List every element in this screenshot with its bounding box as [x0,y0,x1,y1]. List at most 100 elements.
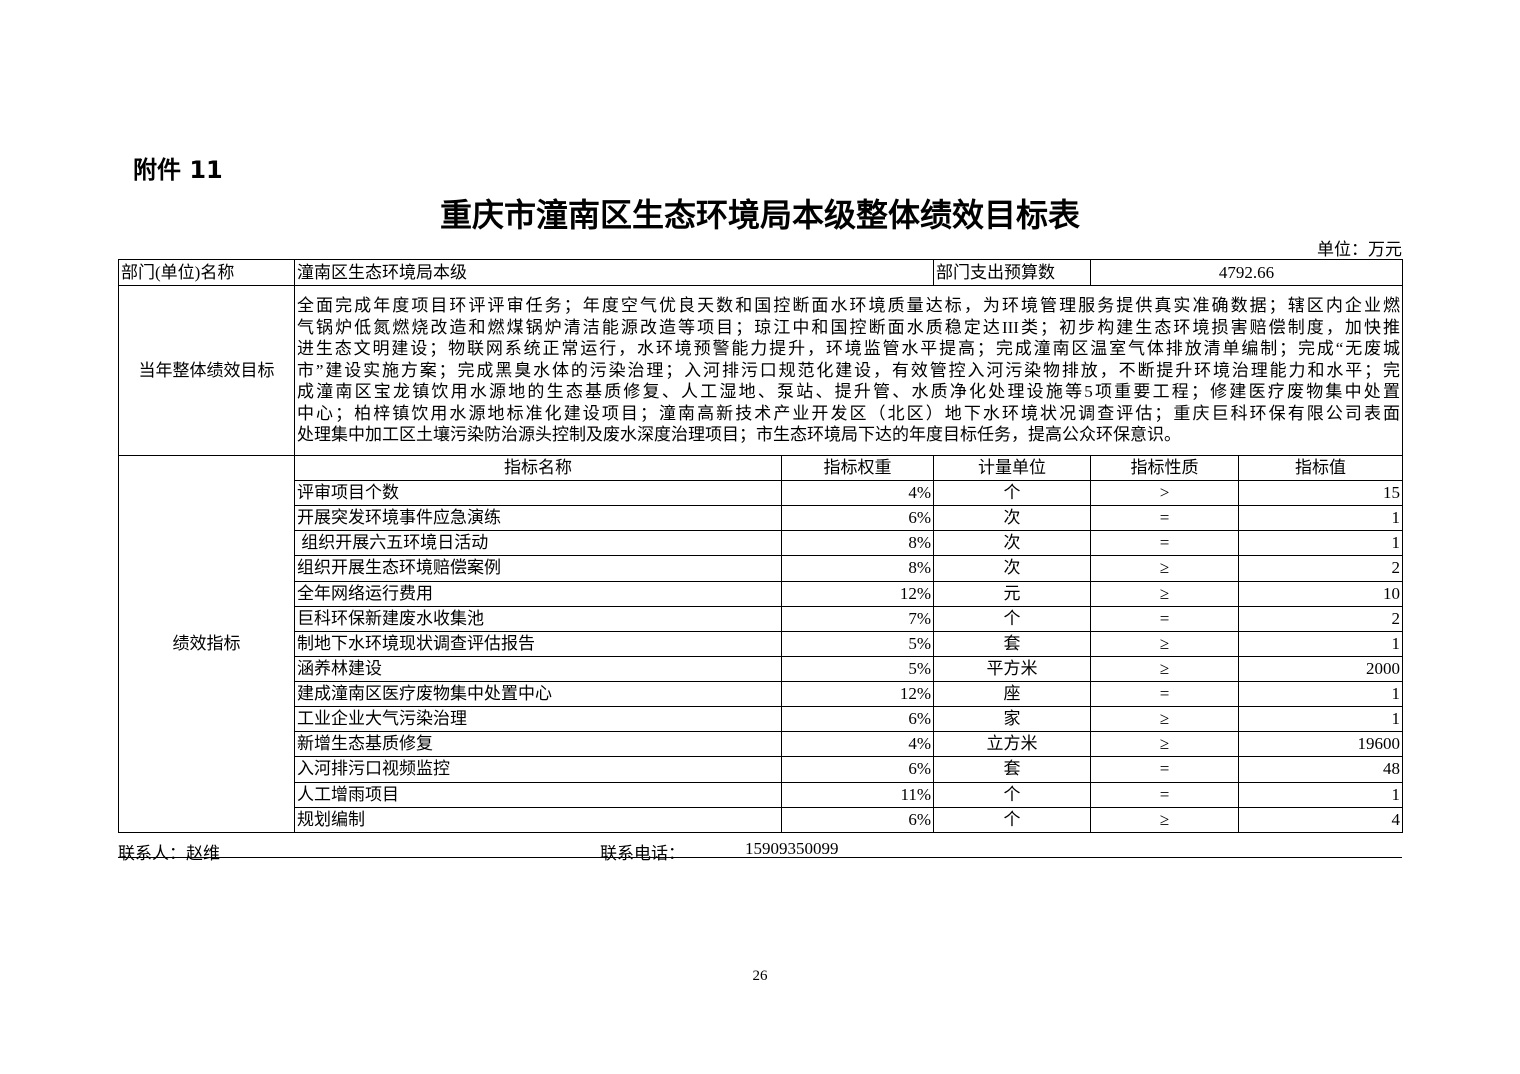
unit: 座 [933,680,1091,708]
unit: 元 [933,580,1091,607]
property: ≥ [1090,630,1239,657]
row: 组织开展六五环境日活动 8% 次 = 1 [119,530,1403,557]
row: 巨科环保新建废水收集池 7% 个 = 2 [119,605,1403,632]
unit: 个 [933,806,1091,833]
row: 人工增雨项目 11% 个 = 1 [119,781,1403,808]
budget: 4792.66 [1090,259,1403,286]
indicator-name: 巨科环保新建废水收集池 [294,605,782,632]
phone: 15909350099 [745,839,839,858]
unit: 家 [933,706,1091,733]
unit: 平方米 [933,655,1091,683]
target-value: 1 [1238,680,1403,708]
unit: 立方米 [933,731,1091,758]
indicator-name: 人工增雨项目 [294,781,782,808]
table: 部门(单位)名称 潼南区生态环境局本级 部门支出预算数 4792.66 当年整体绩效目标… [118,259,1403,833]
page-number: 26 [752,968,768,984]
unit: 套 [933,756,1091,783]
target-value: 10 [1238,580,1403,607]
unit: 个 [933,605,1091,632]
row: 组织开展生态环境赔偿案例 8% 次 ≥2 [119,555,1403,582]
weight: 8% [781,530,934,557]
target-value: 2 [1238,555,1403,582]
indicator-name: 涵养林建设 [294,655,782,683]
weight: 6% [781,505,934,532]
target-value: 1 [1238,530,1403,557]
column-header: 计量单位 [933,455,1091,481]
target-value: 2000 [1238,655,1403,683]
goal-line: 进生态文明建设；物联网系统正常运行，水环境预警能力提升，环境监管水平提高；完成潼… [297,339,1400,359]
indicator-name: 全年网络运行费用 [294,580,782,607]
target-value: 2 [1238,605,1403,632]
property: ≥ [1090,706,1239,733]
indicator-name: 建成潼南区医疗废物集中处置中心 [294,680,782,708]
goal-text: 全面完成年度项目环评评审任务；年度空气优良天数和国控断面水环境质量达标，为环境管… [294,285,1403,456]
row: 全年网络运行费用 12% 元 ≥10 [119,580,1403,607]
property: = [1090,605,1239,632]
property: ≥ [1090,806,1239,833]
target-value: 19600 [1238,731,1403,758]
weight: 11% [781,781,934,808]
property: = [1090,781,1239,808]
property: > [1090,479,1239,507]
indicator-name: 制地下水环境现状调查评估报告 [294,630,782,657]
row: 评审项目个数 4% 个 >15 [119,479,1403,507]
dept-label: 部门(单位)名称 [118,259,295,286]
weight: 6% [781,756,934,783]
row: 部门(单位)名称 潼南区生态环境局本级 部门支出预算数 4792.66 [118,259,1403,286]
target-value: 15 [1238,479,1403,507]
unit: 套 [933,630,1091,657]
property: = [1090,530,1239,557]
target-value: 1 [1238,630,1403,657]
weight: 12% [781,580,934,607]
phone-label: 联系电话： [600,844,685,863]
property: ≥ [1090,580,1239,607]
row: 开展突发环境事件应急演练 6% 次 = 1 [119,505,1403,532]
indicator-label: 绩效指标 [118,455,295,833]
property: = [1090,680,1239,708]
row: 规划编制 6% 个 ≥4 [119,806,1403,833]
row: 入河排污口视频监控 6% 套 = 48 [119,756,1403,783]
goal-line: 气锅炉低氮燃烧改造和燃煤锅炉清洁能源改造等项目；琼江中和国控断面水质稳定达III… [297,317,1400,337]
property: ≥ [1090,731,1239,758]
unit: 次 [933,505,1091,532]
indicator-name: 组织开展生态环境赔偿案例 [294,555,782,582]
column-header: 指标值 [1238,455,1403,481]
dept-name: 潼南区生态环境局本级 [294,259,934,286]
row: 建成潼南区医疗废物集中处置中心 12% 座 = 1 [119,680,1403,708]
weight: 8% [781,555,934,582]
indicator-name: 评审项目个数 [294,479,782,507]
weight: 5% [781,655,934,683]
property: ≥ [1090,555,1239,582]
weight: 6% [781,706,934,733]
row: 绩效指标 指标名称 指标权重 计量单位 指标性质 指标值 [118,455,1403,833]
property: ≥ [1090,655,1239,683]
weight: 12% [781,680,934,708]
indicator-name: 新增生态基质修复 [294,731,782,758]
unit: 个 [933,479,1091,507]
target-value: 48 [1238,756,1403,783]
goal-line: 处理集中加工区土壤污染防治源头控制及废水深度治理项目；市生态环境局下达的年度目标… [297,425,1181,445]
target-value: 4 [1238,806,1403,833]
row: 新增生态基质修复 4% 立方米 ≥19600 [119,731,1403,758]
contact: 联系人：赵维 [118,844,220,863]
row: 涵养林建设 5% 平方米 ≥2000 [119,655,1403,683]
property: = [1090,756,1239,783]
target-value: 1 [1238,781,1403,808]
row: 工业企业大气污染治理 6% 家 ≥1 [119,706,1403,733]
row: 制地下水环境现状调查评估报告 5% 套 ≥1 [119,630,1403,657]
row: 当年整体绩效目标 全面完成年度项目环评评审任务；年度空气优良天数和国控断面水环境质… [118,285,1403,456]
goal-line: 成潼南区宝龙镇饮用水源地的生态基质修复、人工湿地、泵站、提升管、水质净化处理设施… [297,382,1400,402]
target-value: 1 [1238,706,1403,733]
property: = [1090,505,1239,532]
weight: 6% [781,806,934,833]
unit: 次 [933,555,1091,582]
weight: 7% [781,605,934,632]
unit: 单位：万元 [1317,240,1402,259]
goal-line: 全面完成年度项目环评评审任务；年度空气优良天数和国控断面水环境质量达标，为环境管… [297,296,1400,316]
goal-label: 当年整体绩效目标 [118,285,295,456]
indicator-name: 规划编制 [294,806,782,833]
weight: 5% [781,630,934,657]
unit: 个 [933,781,1091,808]
indicator-name: 入河排污口视频监控 [294,756,782,783]
